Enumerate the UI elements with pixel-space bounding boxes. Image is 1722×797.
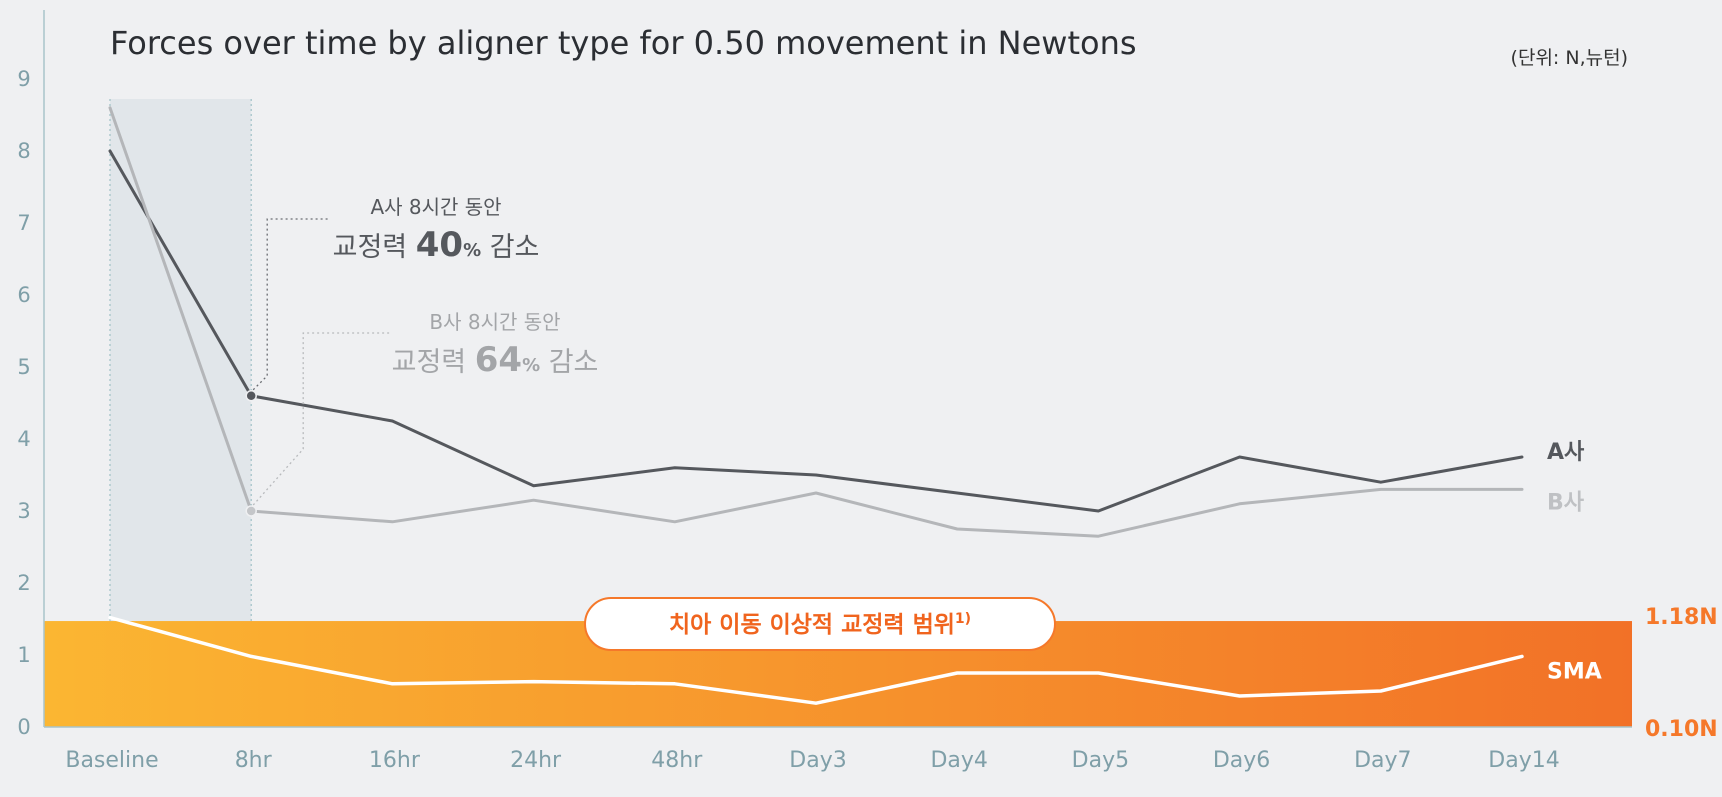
y-tick-label: 3 <box>17 499 30 523</box>
y-axis-ticks: 0 1 2 3 4 5 6 7 8 9 <box>17 67 30 739</box>
series-label-a: A사 <box>1547 440 1585 465</box>
ideal-band-label: 치아 이동 이상적 교정력 범위1) <box>584 597 1056 651</box>
x-tick-label: Baseline <box>65 748 158 773</box>
x-tick-label: Day5 <box>1072 748 1129 773</box>
x-tick-label: 24hr <box>510 748 562 773</box>
x-tick-label: 48hr <box>651 748 703 773</box>
marker-b-8hr <box>245 505 257 517</box>
x-tick-label: 8hr <box>235 748 273 773</box>
unit-note: (단위: N,뉴턴) <box>1511 47 1628 69</box>
x-tick-label: Day14 <box>1488 748 1559 773</box>
chart-title: Forces over time by aligner type for 0.5… <box>110 24 1137 62</box>
annotation-a: A사 8시간 동안 교정력 40% 감소 <box>333 195 540 265</box>
y-tick-label: 6 <box>17 283 30 307</box>
x-tick-label: Day3 <box>789 748 846 773</box>
series-label-b: B사 <box>1547 490 1585 515</box>
y-tick-label: 2 <box>17 571 30 595</box>
annotation-b: B사 8시간 동안 교정력 64% 감소 <box>392 310 599 380</box>
series-label-sma: SMA <box>1547 659 1602 684</box>
x-axis-ticks: Baseline 8hr 16hr 24hr 48hr Day3 Day4 Day5 Day6 D… <box>65 748 1559 773</box>
annotation-b-line2: 교정력 64% 감소 <box>392 340 599 380</box>
leader-b <box>252 332 390 506</box>
annotation-b-prefix: 교정력 <box>392 347 475 378</box>
annotation-a-line2: 교정력 40% 감소 <box>333 225 540 265</box>
x-tick-label: Day6 <box>1213 748 1270 773</box>
annotation-b-suffix: 감소 <box>540 347 598 378</box>
band-lower-label: 0.10N <box>1645 717 1718 742</box>
ideal-band-pill-text: 치아 이동 이상적 교정력 범위1) <box>669 611 971 638</box>
y-tick-label: 8 <box>17 139 30 163</box>
y-tick-label: 0 <box>17 715 30 739</box>
annotation-b-value: 64 <box>475 340 522 380</box>
annotation-a-suffix: 감소 <box>481 232 539 263</box>
y-tick-label: 7 <box>17 211 30 235</box>
annotation-b-line1: B사 8시간 동안 <box>429 310 560 334</box>
annotation-b-pct: % <box>522 355 540 376</box>
series-line-b <box>108 106 1524 538</box>
annotation-a-prefix: 교정력 <box>333 232 416 263</box>
x-tick-label: Day7 <box>1354 748 1411 773</box>
x-tick-label: 16hr <box>369 748 421 773</box>
band-upper-label: 1.18N <box>1645 605 1718 630</box>
annotation-a-line1: A사 8시간 동안 <box>370 195 501 219</box>
annotation-a-pct: % <box>463 240 481 261</box>
y-tick-label: 5 <box>17 355 30 379</box>
ideal-band-label-text: 치아 이동 이상적 교정력 범위 <box>669 612 955 638</box>
annotation-a-value: 40 <box>416 225 463 265</box>
series-line-sma <box>108 615 1524 705</box>
series-line-a <box>108 149 1524 513</box>
y-tick-label: 1 <box>17 643 30 667</box>
series-layer <box>108 106 1524 705</box>
marker-a-8hr <box>245 390 257 402</box>
x-tick-label: Day4 <box>930 748 987 773</box>
y-tick-label: 9 <box>17 67 30 91</box>
y-tick-label: 4 <box>17 427 30 451</box>
ideal-band-footnote: 1) <box>955 611 971 627</box>
ideal-band-pill <box>584 597 1056 651</box>
leader-a <box>252 218 329 391</box>
